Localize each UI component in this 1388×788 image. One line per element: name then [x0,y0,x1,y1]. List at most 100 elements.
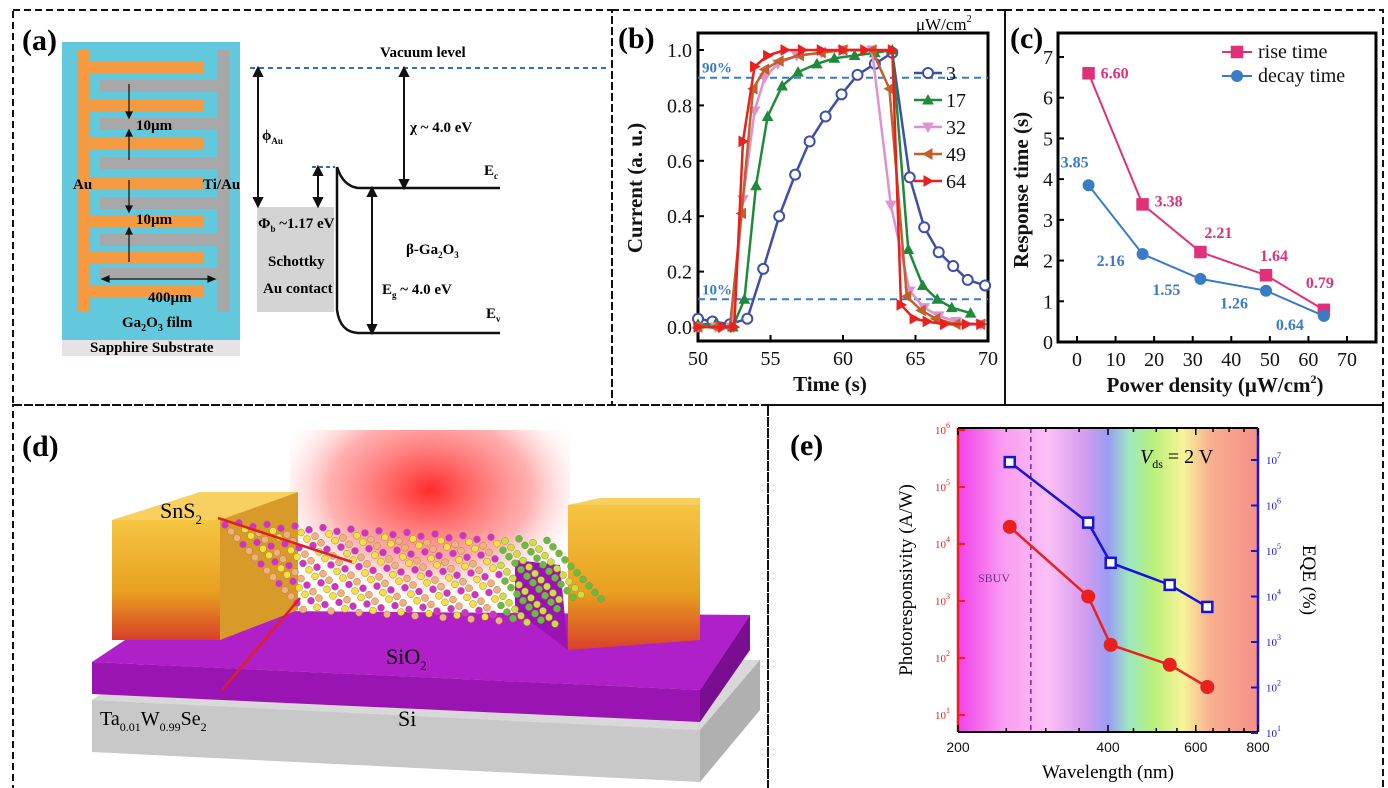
atom [453,571,461,579]
atom [335,598,343,607]
atom [313,603,321,612]
y-tick-label: 106 [935,421,950,437]
atom [477,597,485,605]
atom [417,532,425,540]
atom [441,598,449,607]
data-point [811,57,823,69]
atom [523,572,531,580]
atom [305,526,313,534]
atom [429,585,437,594]
legend-title: μW/cm2 [916,14,972,34]
atom [351,587,359,595]
series-photoresponsivity [1002,519,1215,694]
y2-tick-label: 103 [1266,633,1281,649]
atom [291,568,299,576]
atom [465,584,473,592]
atom [489,610,497,618]
y-tick-label: 3 [1043,210,1053,232]
atom [551,620,559,628]
atom [473,535,481,544]
vacuum-level-label: Vacuum level [380,45,466,61]
atom [383,610,391,619]
tick-exponent: 2 [1277,679,1281,688]
sio2-side [700,615,750,722]
y-tick-label: 4 [1043,169,1053,191]
atom [299,605,307,614]
series-decay-time: 3.85 2.16 1.55 1.26 0.64 [1061,154,1330,334]
atom [353,531,361,540]
left-electrode [112,520,220,640]
y-axis-label: Current (a. u.) [623,123,647,253]
data-point [979,279,992,292]
gap-label-1: 10µm [136,118,173,134]
atom [415,541,423,550]
atom [497,561,505,570]
atom [363,560,371,568]
si-substrate [92,700,700,782]
atom [307,556,315,565]
energy-arrows [252,65,410,336]
film-label: Ga2O3 film [122,315,193,334]
x-tick-label: 50 [1260,349,1280,371]
tick-exponent: 1 [1277,724,1281,733]
panel-a: (a) 10µ [22,24,608,356]
x-axis-label: Power density (μW/cm2) [1107,372,1324,397]
panel-e-chart: (e) Wavelength (nm) Photoresponsivity (A… [790,421,1319,783]
data-label: 0.64 [1276,317,1304,334]
atom [257,560,265,568]
tick-base: 10 [1266,501,1278,513]
legend-marker [921,148,933,160]
x-axis-label: Time (s) [793,372,867,396]
atom [401,543,409,552]
atom [381,533,389,542]
series-64 [693,44,987,333]
atom [447,605,455,613]
atom [525,563,533,571]
atom [539,561,547,569]
panel-label-b: (b) [618,22,655,55]
tick-exponent: 6 [946,421,950,430]
atom [481,573,489,581]
atom [473,575,481,584]
atom [439,567,447,576]
reference-line-label: 90% [702,61,732,77]
x-tick-label: 55 [761,348,781,370]
atom [421,594,429,602]
atom [333,567,341,576]
atom [507,583,515,592]
atom [475,606,483,615]
atom [431,576,439,584]
atom [425,609,433,618]
data-point [929,312,941,325]
atom [553,564,561,573]
tick-base: 10 [1266,728,1278,740]
atom [399,599,407,607]
atom [311,532,319,541]
x-tick-label: 800 [1246,739,1270,755]
atom [337,543,345,551]
atom [365,544,373,553]
atom [261,535,269,544]
atom [417,572,425,581]
data-point [1317,309,1330,322]
atom [309,587,317,596]
atom [441,558,449,566]
data-point [780,44,792,56]
atom [385,595,393,603]
atom [355,562,363,571]
atom [287,546,295,555]
atom [343,595,351,604]
atom [277,524,285,532]
data-point [750,60,761,73]
y2-tick-label: 107 [1266,451,1281,467]
legend-marker [1230,45,1244,59]
barrier-height-label: Φb ~1.17 eV [258,216,335,234]
y-tick-label: 0.2 [667,262,692,284]
y-tick-label: 2 [1043,251,1053,273]
data-point [1136,248,1149,261]
atom [419,603,427,611]
atom [533,554,541,563]
atom [483,557,491,566]
atom [545,613,553,622]
band-diagram: Vacuum level ϕAu χ ~ 4.0 eV Ec Φb ~1.17 … [250,45,608,336]
